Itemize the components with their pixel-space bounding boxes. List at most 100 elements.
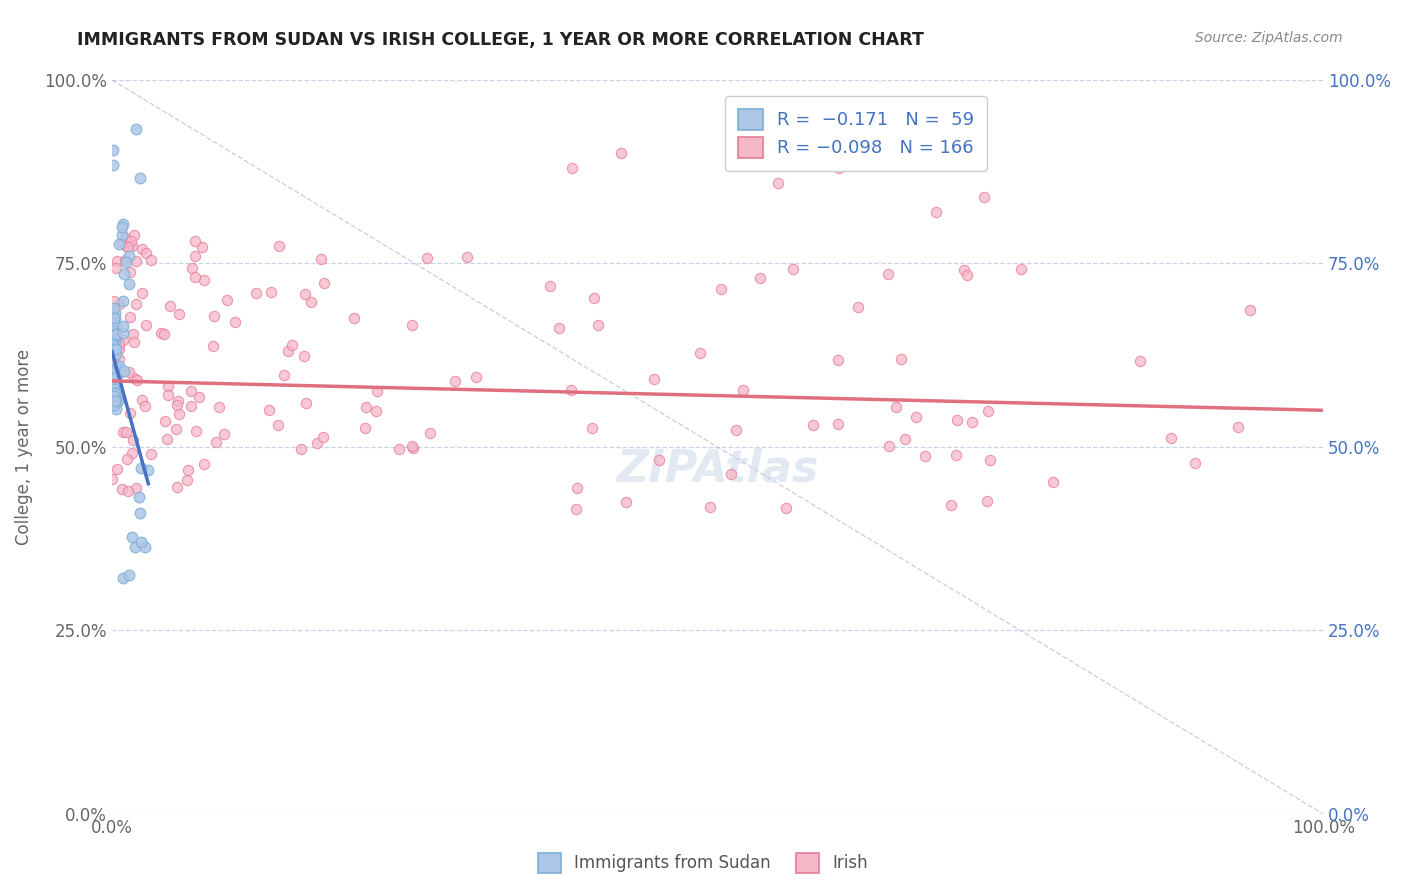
Point [166,398,188,412]
Point [307,435,329,450]
Point [111,483,134,497]
Point [167,407,190,421]
Point [112,571,135,585]
Point [960,415,983,429]
Legend: Immigrants from Sudan, Irish: Immigrants from Sudan, Irish [531,847,875,880]
Point [136,462,159,476]
Point [309,252,332,266]
Point [848,300,870,314]
Point [128,490,150,504]
Point [388,442,411,457]
Point [104,306,127,320]
Point [101,338,124,352]
Point [281,338,304,352]
Point [122,371,145,385]
Point [135,318,157,332]
Point [827,161,849,175]
Point [152,326,174,341]
Point [224,315,246,329]
Point [295,396,318,410]
Point [184,424,207,438]
Point [725,423,748,437]
Point [118,365,141,379]
Point [103,382,125,396]
Point [134,399,156,413]
Point [108,342,131,356]
Point [312,276,335,290]
Point [103,389,125,403]
Point [118,249,141,263]
Legend: R =  −0.171   N =  59, R = −0.098   N = 166: R = −0.171 N = 59, R = −0.098 N = 166 [725,96,987,170]
Point [103,310,125,325]
Point [914,449,936,463]
Point [104,385,127,400]
Point [939,498,962,512]
Point [104,357,127,371]
Point [184,249,207,263]
Point [184,234,207,248]
Point [299,295,322,310]
Point [165,422,187,436]
Point [191,240,214,254]
Point [879,439,901,453]
Point [101,472,124,486]
Point [104,386,127,401]
Point [103,143,125,157]
Point [112,319,135,334]
Point [419,426,441,441]
Point [1227,420,1250,434]
Point [1129,354,1152,368]
Point [135,245,157,260]
Point [156,432,179,446]
Point [141,447,163,461]
Point [157,379,180,393]
Point [118,277,141,291]
Point [122,327,145,342]
Point [1184,456,1206,470]
Point [104,329,127,343]
Point [121,530,143,544]
Point [894,433,917,447]
Point [184,270,207,285]
Point [193,457,215,471]
Text: ZIPAtlas: ZIPAtlas [616,448,818,491]
Point [565,481,588,495]
Point [111,425,134,439]
Point [464,369,486,384]
Point [131,393,153,408]
Point [103,301,125,316]
Point [105,319,128,334]
Point [890,352,912,367]
Point [105,329,128,343]
Point [775,501,797,516]
Point [402,441,425,455]
Point [976,494,998,508]
Point [103,399,125,413]
Point [121,238,143,252]
Point [105,401,128,416]
Point [548,321,571,335]
Point [101,374,124,388]
Point [782,261,804,276]
Point [945,412,967,426]
Point [108,236,131,251]
Point [134,541,156,555]
Text: IMMIGRANTS FROM SUDAN VS IRISH COLLEGE, 1 YEAR OR MORE CORRELATION CHART: IMMIGRANTS FROM SUDAN VS IRISH COLLEGE, … [77,31,924,49]
Point [884,400,907,414]
Point [108,337,131,351]
Point [118,265,141,279]
Point [149,326,172,340]
Point [401,318,423,333]
Point [643,372,665,386]
Point [122,228,145,243]
Point [105,392,128,407]
Point [827,353,849,368]
Point [260,285,283,299]
Point [104,334,127,349]
Point [353,421,375,435]
Point [129,461,152,475]
Point [104,369,127,384]
Point [129,534,152,549]
Point [586,318,609,332]
Point [294,286,316,301]
